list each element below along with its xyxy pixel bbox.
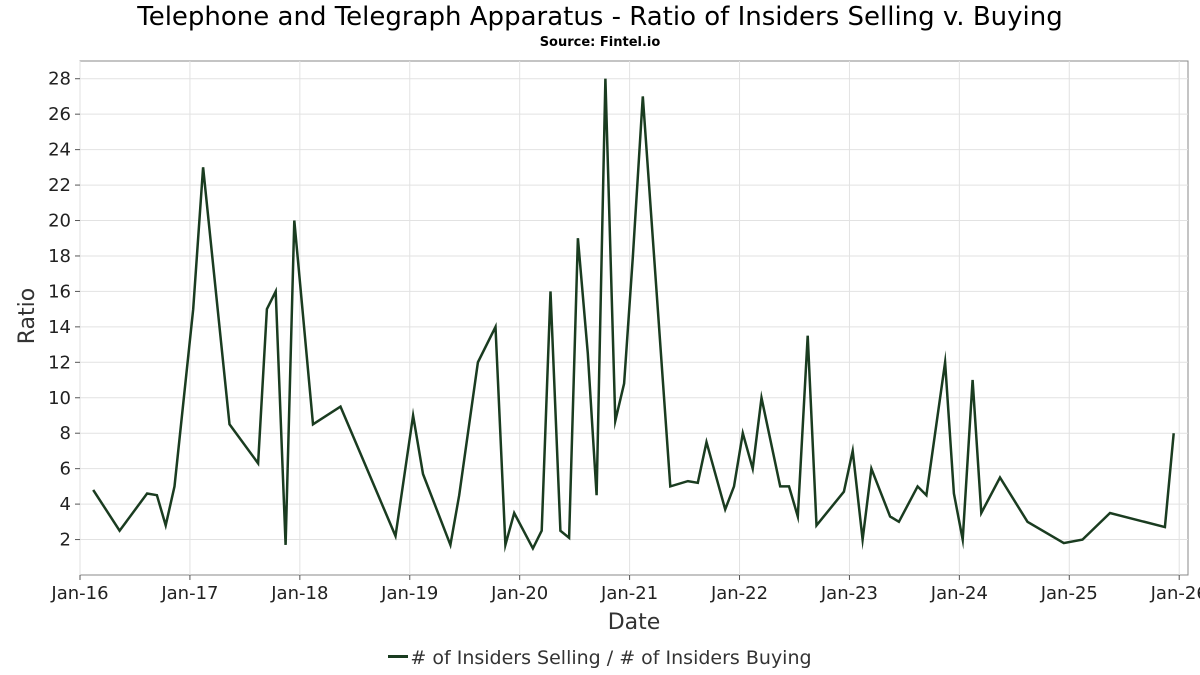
y-tick-label: 8 (60, 423, 71, 444)
legend: # of Insiders Selling / # of Insiders Bu… (0, 647, 1200, 669)
y-tick-label: 20 (48, 211, 71, 232)
x-tick-label: Jan-18 (270, 583, 328, 604)
y-tick-label: 18 (48, 246, 71, 267)
x-tick-label: Jan-16 (50, 583, 108, 604)
x-tick-label: Jan-19 (380, 583, 438, 604)
x-axis-title: Date (608, 610, 661, 635)
x-tick-label: Jan-26 (1150, 583, 1200, 604)
y-tick-label: 4 (60, 494, 71, 515)
y-tick-label: 2 (60, 530, 71, 551)
series-layer (92, 78, 1175, 553)
x-tick-label: Jan-23 (820, 583, 878, 604)
y-tick-label: 10 (48, 388, 71, 409)
chart-subtitle: Source: Fintel.io (539, 35, 661, 50)
x-tick-label: Jan-21 (600, 583, 658, 604)
y-axis-title: Ratio (15, 288, 40, 344)
x-tick-label: Jan-25 (1040, 583, 1098, 604)
plot-area (79, 60, 1189, 576)
grid-lines (79, 61, 1188, 575)
y-tick-label: 16 (48, 281, 71, 302)
x-tick-label: Jan-22 (710, 583, 768, 604)
y-tick-label: 6 (60, 459, 71, 480)
y-tick-label: 26 (48, 104, 71, 125)
series-line (92, 78, 1175, 553)
x-tick-label: Jan-20 (490, 583, 548, 604)
legend-label: # of Insiders Selling / # of Insiders Bu… (410, 647, 812, 669)
x-tick-label: Jan-24 (930, 583, 988, 604)
chart-title: Telephone and Telegraph Apparatus - Rati… (137, 2, 1063, 32)
y-tick-label: 24 (48, 140, 71, 161)
x-tick-label: Jan-17 (160, 583, 218, 604)
y-tick-label: 22 (48, 175, 71, 196)
legend-line-swatch (388, 655, 409, 658)
y-tick-label: 14 (48, 317, 71, 338)
y-tick-label: 28 (48, 69, 71, 90)
y-tick-label: 12 (48, 352, 71, 373)
